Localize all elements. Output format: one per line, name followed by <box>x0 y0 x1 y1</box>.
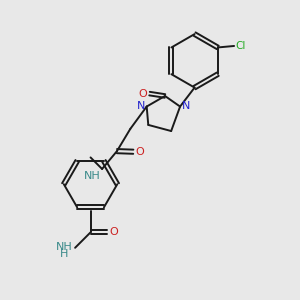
Text: Cl: Cl <box>235 41 246 51</box>
Text: N: N <box>136 101 145 111</box>
Text: H: H <box>60 249 69 259</box>
Text: O: O <box>138 88 147 99</box>
Text: O: O <box>135 147 144 157</box>
Text: N: N <box>182 101 190 111</box>
Text: NH: NH <box>84 171 100 181</box>
Text: NH: NH <box>56 242 73 252</box>
Text: O: O <box>109 227 118 237</box>
